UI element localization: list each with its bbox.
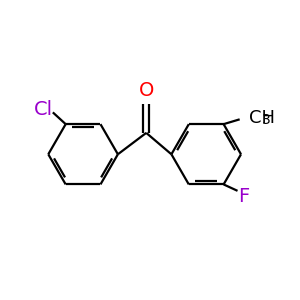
Text: 3: 3 [262,113,270,128]
Text: CH: CH [249,109,275,127]
Text: Cl: Cl [34,100,53,119]
Text: O: O [139,81,154,100]
Text: F: F [238,187,250,206]
